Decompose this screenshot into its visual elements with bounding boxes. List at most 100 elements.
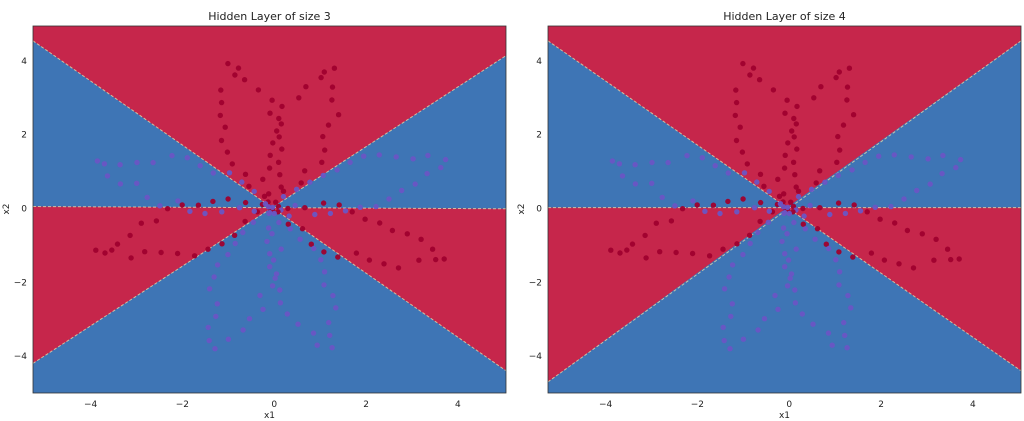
data-point [297, 236, 303, 242]
data-point [93, 247, 99, 253]
data-point [849, 167, 855, 173]
y-tick-label: 2 [21, 131, 27, 141]
data-point [336, 202, 342, 208]
data-point [296, 95, 302, 101]
data-point [629, 241, 636, 247]
data-point [373, 203, 379, 210]
data-point [851, 202, 857, 208]
data-point [191, 253, 198, 259]
data-point [239, 179, 245, 185]
data-point [335, 112, 342, 118]
data-point [794, 146, 800, 152]
data-point [734, 209, 740, 215]
data-point [781, 165, 788, 171]
x-axis: −4 −2 0 2 4 x1 [599, 400, 976, 421]
scatter-points [93, 60, 449, 352]
data-point [868, 250, 875, 256]
x-tick-label: 4 [455, 400, 461, 410]
data-point [729, 262, 736, 268]
data-point [835, 172, 841, 179]
x-tick-label: −4 [599, 400, 613, 410]
data-point [284, 311, 290, 317]
data-point [792, 300, 799, 306]
axes-frame [547, 25, 1022, 394]
data-point [817, 168, 823, 174]
data-point [733, 137, 740, 144]
data-point [787, 275, 793, 281]
y-tick-label: −4 [529, 352, 543, 362]
data-point [395, 265, 402, 271]
data-point [940, 152, 946, 159]
data-point [872, 204, 878, 210]
data-point [732, 112, 738, 119]
data-point [684, 152, 690, 159]
data-point [278, 246, 284, 252]
data-point [267, 264, 273, 270]
data-point [835, 133, 841, 140]
data-point [850, 112, 857, 118]
data-point [217, 112, 223, 119]
data-point [320, 200, 327, 206]
chart-title: Hidden Layer of size 3 [208, 10, 331, 23]
data-point [788, 199, 794, 205]
data-point [251, 188, 257, 195]
data-point [788, 271, 795, 277]
x-tick-label: 4 [970, 400, 976, 410]
data-point [416, 257, 422, 263]
data-point [726, 274, 732, 280]
data-point [157, 203, 163, 209]
data-point [433, 256, 439, 263]
data-point [643, 255, 649, 261]
data-point [285, 205, 291, 212]
x-axis: −4 −2 0 2 4 x1 [84, 400, 461, 421]
data-point [725, 170, 731, 176]
data-point [280, 188, 287, 194]
data-point [659, 194, 665, 201]
y-axis-label: x2 [517, 203, 527, 214]
data-point [320, 133, 326, 140]
data-point [761, 316, 768, 322]
data-point [404, 231, 410, 237]
data-point [822, 179, 828, 185]
data-point [257, 292, 263, 299]
data-point [896, 261, 902, 267]
data-point [836, 269, 843, 275]
data-point [791, 134, 797, 140]
data-point [276, 219, 282, 226]
data-point [757, 171, 764, 177]
data-point [279, 146, 285, 152]
red-region-lower-left [548, 207, 787, 382]
data-point [270, 140, 276, 146]
data-point [720, 324, 726, 331]
data-point [442, 156, 449, 163]
data-point [277, 172, 283, 178]
data-point [808, 186, 815, 192]
data-point [235, 65, 242, 71]
data-point [617, 250, 623, 256]
data-point [219, 209, 225, 215]
data-point [261, 193, 268, 199]
data-point [649, 180, 655, 186]
data-point [142, 249, 148, 255]
data-point [232, 72, 238, 78]
data-point [785, 140, 791, 146]
data-point [770, 87, 777, 93]
data-point [202, 210, 208, 217]
data-point [925, 156, 931, 162]
data-point [389, 227, 396, 234]
data-point [334, 167, 340, 173]
data-point [888, 203, 894, 210]
data-point [755, 229, 761, 236]
scatter-points [608, 60, 964, 352]
data-point [308, 241, 314, 247]
data-point [790, 159, 797, 165]
data-point [246, 316, 253, 322]
data-point [642, 232, 648, 239]
data-point [766, 208, 772, 214]
data-point [197, 163, 203, 169]
data-point [218, 137, 225, 144]
data-point [919, 231, 925, 237]
x-tick-label: 0 [786, 400, 792, 410]
data-point [857, 208, 864, 214]
data-point [782, 251, 788, 257]
